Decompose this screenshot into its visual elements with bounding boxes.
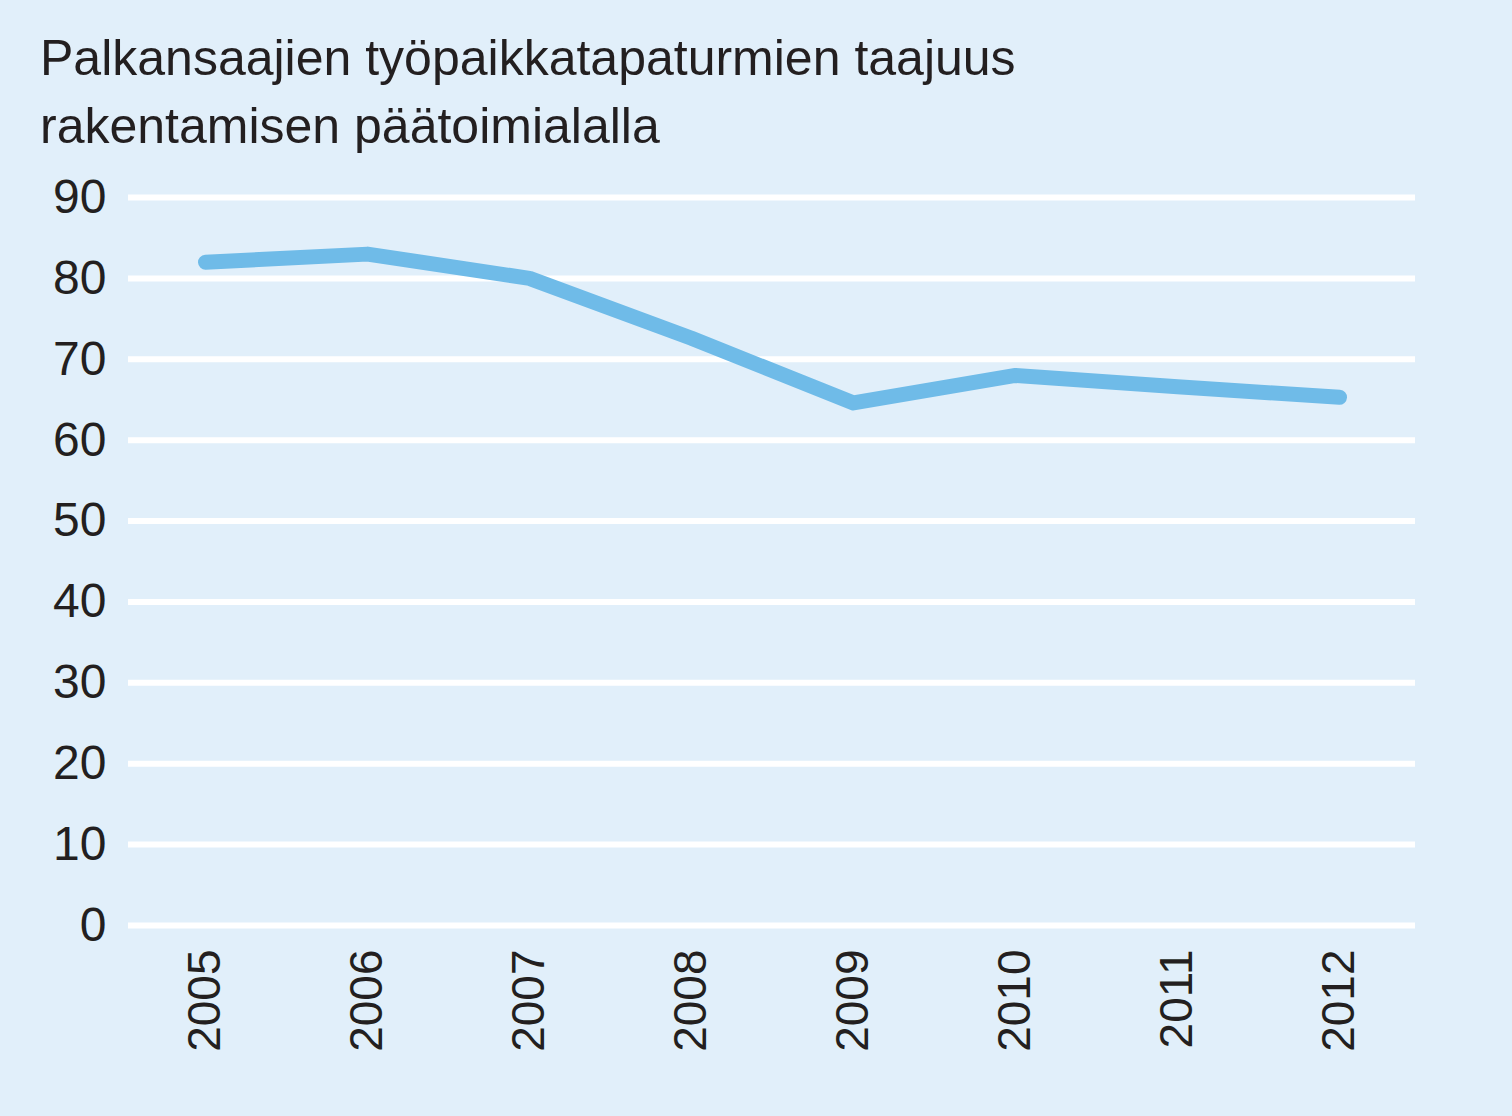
svg-text:2012: 2012	[1312, 950, 1364, 1052]
svg-text:50: 50	[53, 493, 106, 546]
svg-text:2008: 2008	[664, 950, 716, 1052]
svg-text:2007: 2007	[502, 950, 554, 1052]
svg-text:90: 90	[53, 170, 106, 223]
svg-text:30: 30	[53, 655, 106, 708]
html-text:Palkansaajien työpaikkatapatur: Palkansaajien työpaikkatapaturmien taaju…	[40, 30, 1016, 154]
svg-text:2011: 2011	[1150, 950, 1202, 1049]
svg-text:2010: 2010	[988, 950, 1040, 1052]
svg-text:70: 70	[53, 332, 106, 385]
svg-text:20: 20	[53, 736, 106, 789]
svg-text:2005: 2005	[178, 950, 230, 1052]
svg-text:40: 40	[53, 574, 106, 627]
svg-text:60: 60	[53, 413, 106, 466]
svg-text:80: 80	[53, 251, 106, 304]
svg-text:2009: 2009	[826, 950, 878, 1052]
svg-text:2006: 2006	[340, 950, 392, 1052]
svg-text:10: 10	[53, 817, 106, 870]
svg-text:0: 0	[80, 898, 107, 951]
